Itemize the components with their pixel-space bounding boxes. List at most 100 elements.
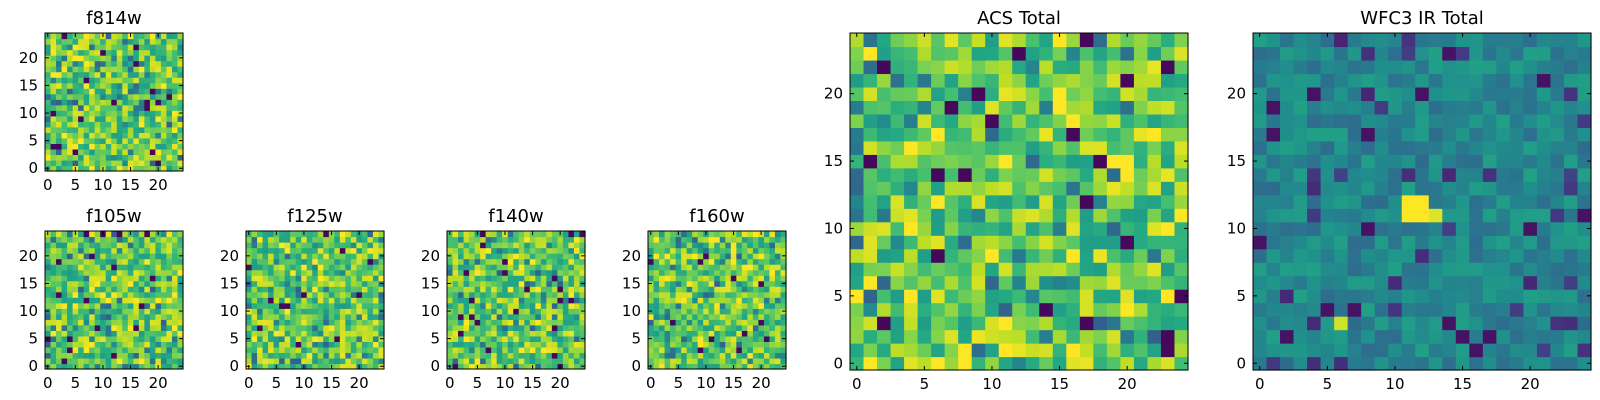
- heatmap-cell: [122, 269, 129, 276]
- heatmap-cell: [177, 115, 184, 122]
- heatmap-cell: [1415, 140, 1430, 155]
- heatmap-cell: [1442, 302, 1457, 317]
- heatmap-cell: [72, 253, 79, 260]
- heatmap-cell: [675, 324, 682, 331]
- heatmap-cell: [648, 247, 655, 254]
- heatmap-cell: [312, 291, 319, 298]
- heatmap-cell: [529, 308, 536, 315]
- heatmap-cell: [1509, 275, 1524, 290]
- heatmap-cell: [774, 352, 782, 359]
- heatmap-cell: [127, 44, 134, 51]
- heatmap-cell: [877, 194, 892, 209]
- heatmap-cell: [1482, 127, 1497, 142]
- heatmap-cell: [758, 324, 765, 331]
- heatmap-cell: [61, 66, 68, 73]
- heatmap-cell: [714, 302, 721, 309]
- heatmap-cell: [573, 231, 581, 238]
- heatmap-cell: [1174, 289, 1189, 304]
- heatmap-cell: [507, 330, 514, 337]
- heatmap-cell: [155, 242, 162, 249]
- heatmap-cell: [1320, 208, 1335, 223]
- heatmap-cell: [664, 242, 671, 249]
- heatmap-cell: [78, 324, 85, 331]
- heatmap-cell: [458, 247, 465, 254]
- heatmap-cell: [513, 302, 520, 309]
- heatmap-cell: [1266, 221, 1281, 236]
- heatmap-cell: [105, 126, 112, 133]
- heatmap-cell: [166, 115, 173, 122]
- heatmap-cell: [257, 352, 264, 359]
- y-tick-label: 10: [220, 302, 239, 320]
- heatmap-cell: [1523, 127, 1538, 142]
- heatmap-cell: [752, 297, 759, 304]
- heatmap-cell: [273, 352, 280, 359]
- heatmap-cell: [133, 121, 140, 128]
- heatmap-cell: [730, 275, 737, 282]
- heatmap-cell: [507, 247, 514, 254]
- heatmap-cell: [1347, 100, 1362, 115]
- heatmap-cell: [1401, 208, 1416, 223]
- heatmap-cell: [166, 346, 173, 354]
- heatmap-cell: [513, 324, 520, 331]
- heatmap-cell: [971, 302, 986, 317]
- heatmap-cell: [155, 99, 162, 106]
- heatmap-cell: [317, 297, 324, 304]
- heatmap-cell: [714, 297, 721, 304]
- heatmap-cell: [491, 308, 498, 315]
- heatmap-cell: [356, 308, 363, 315]
- heatmap-cell: [284, 247, 291, 254]
- heatmap-cell: [160, 302, 168, 309]
- heatmap-cell: [111, 71, 118, 78]
- heatmap-cell: [295, 275, 302, 282]
- heatmap-cell: [664, 335, 671, 342]
- heatmap-cell: [350, 341, 357, 348]
- heatmap-cell: [122, 253, 129, 260]
- heatmap-cell: [1374, 329, 1389, 344]
- heatmap-cell: [681, 308, 688, 315]
- heatmap-cell: [1496, 154, 1511, 169]
- heatmap-cell: [127, 324, 134, 331]
- heatmap-cell: [730, 264, 737, 271]
- heatmap-cell: [780, 346, 787, 354]
- heatmap-cell: [100, 115, 107, 122]
- heatmap-cell: [452, 363, 459, 370]
- heatmap-cell: [1415, 221, 1430, 236]
- heatmap-cell: [268, 346, 275, 354]
- heatmap-cell: [251, 352, 258, 359]
- heatmap-cell: [485, 308, 492, 315]
- heatmap-cell: [1496, 356, 1511, 371]
- heatmap-cell: [1536, 59, 1552, 75]
- heatmap-cell: [769, 242, 776, 249]
- heatmap-cell: [863, 356, 878, 371]
- heatmap-cell: [350, 280, 357, 287]
- heatmap-cell: [1347, 86, 1362, 101]
- heatmap-cell: [758, 341, 765, 348]
- heatmap-cell: [78, 132, 85, 139]
- heatmap-cell: [1160, 343, 1176, 358]
- heatmap-cell: [1133, 73, 1149, 88]
- heatmap-cell: [469, 231, 476, 238]
- heatmap-cell: [1361, 86, 1376, 101]
- heatmap-cell: [741, 357, 748, 365]
- heatmap-cell: [1401, 46, 1416, 61]
- heatmap-cell: [1253, 127, 1268, 142]
- heatmap-cell: [535, 264, 542, 271]
- heatmap-cell: [1455, 262, 1470, 277]
- heatmap-cell: [144, 264, 151, 271]
- heatmap-cell: [1039, 113, 1054, 128]
- heatmap-cell: [262, 264, 269, 271]
- heatmap-cell: [361, 231, 369, 238]
- heatmap-cell: [1280, 167, 1295, 182]
- heatmap-cell: [166, 132, 173, 139]
- heatmap-cell: [502, 291, 509, 298]
- heatmap-cell: [323, 297, 330, 304]
- heatmap-cell: [1106, 140, 1121, 155]
- heatmap-cell: [246, 346, 253, 354]
- heatmap-cell: [971, 275, 986, 290]
- heatmap-cell: [480, 242, 487, 249]
- heatmap-cell: [1133, 154, 1149, 169]
- heatmap-cell: [290, 341, 297, 348]
- heatmap-cell: [1320, 275, 1335, 290]
- heatmap-cell: [67, 286, 74, 293]
- heatmap-cell: [1442, 343, 1457, 358]
